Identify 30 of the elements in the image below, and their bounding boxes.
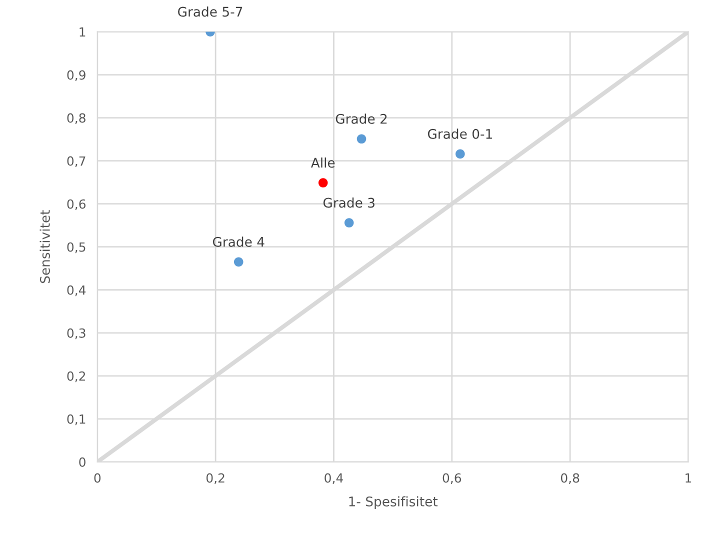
point [356, 134, 366, 144]
x-tick-label: 0,8 [560, 473, 580, 484]
x-tick-label: 0,2 [206, 473, 224, 484]
y-tick-label: 0,9 [67, 70, 86, 82]
annotation: Grade 0-1 [428, 128, 492, 139]
point [318, 178, 328, 188]
y-tick-label: 0,5 [67, 242, 86, 254]
y-tick-label: 0,2 [67, 371, 86, 382]
y-tick-label: 0,1 [67, 414, 86, 426]
x-axis-title: 1- Spesifisitet [349, 496, 438, 510]
x-tick-label: 0,6 [442, 473, 462, 484]
annotation: Grade 4 [212, 236, 264, 247]
y-axis-title: Sensitivitet [40, 210, 50, 284]
y-tick-label: 0,3 [67, 328, 86, 340]
y-tick-label: 0 [79, 457, 86, 467]
x-tick-label: 0 [94, 473, 101, 483]
y-tick-label: 0,7 [67, 156, 86, 168]
annotation: Grade 5-7 [178, 6, 242, 17]
y-tick-label: 1 [80, 27, 86, 37]
point [234, 257, 244, 267]
annotation: Alle [310, 158, 335, 168]
y-tick-label: 0,8 [67, 113, 86, 124]
point [456, 149, 465, 159]
annotation: Grade 3 [323, 198, 374, 208]
point [344, 218, 354, 228]
y-tick-label: 0,4 [67, 285, 86, 296]
x-tick-label: 1 [686, 473, 692, 483]
y-tick-label: 0,6 [67, 199, 86, 210]
annotation: Grade 2 [336, 114, 387, 124]
x-tick-label: 0,4 [324, 473, 343, 484]
